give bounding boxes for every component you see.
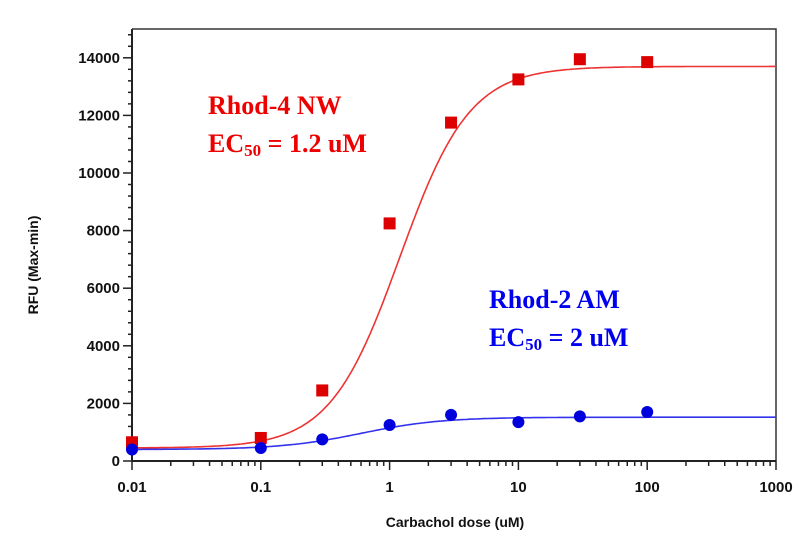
y-tick-label: 6000 [87,280,120,297]
data-point [383,217,396,230]
ec-prefix: EC [208,129,244,158]
data-point [573,410,586,423]
plot-border [132,28,777,461]
data-point [445,408,458,421]
annotation-rhod4: Rhod-4 NW EC50 = 1.2 uM [208,91,367,160]
data-point [383,419,396,431]
x-axis: 0.01 0.1 1 10 100 1000 [117,460,793,496]
data-point [512,416,525,429]
ec-value: = 2 uM [542,323,628,352]
x-tick-label: 0.1 [250,479,271,496]
data-point [254,431,267,444]
x-tick-label: 10 [510,479,527,496]
data-point [316,433,329,446]
data-point [126,443,138,456]
x-tick-label: 1000 [759,479,792,496]
data-point [641,406,654,419]
annotation-rhod4-ec50: EC50 = 1.2 uM [208,129,367,160]
y-tick-label: 12000 [78,107,120,124]
ec-value: = 1.2 uM [261,129,367,158]
y-tick-label: 4000 [87,338,120,355]
data-point [445,116,458,129]
data-point [254,442,267,455]
ec-subscript: 50 [244,141,261,160]
y-tick-label: 14000 [78,50,120,67]
x-tick-label: 0.01 [117,479,146,496]
y-axis-title: RFU (Max-min) [25,216,41,315]
y-tick-label: 0 [112,453,120,470]
x-tick-label: 1 [385,479,393,496]
x-tick-label: 100 [635,479,660,496]
data-point [512,73,525,86]
annotation-rhod2-ec50: EC50 = 2 uM [489,323,628,354]
annotation-rhod4-name: Rhod-4 NW [208,91,342,120]
y-tick-label: 10000 [78,165,120,182]
ec-subscript: 50 [525,335,542,354]
y-tick-label: 8000 [87,223,120,240]
data-point [573,53,586,66]
fit-curve [131,65,776,449]
series-layer [126,53,776,456]
annotation-rhod2-name: Rhod-2 AM [489,285,620,314]
annotation-rhod2: Rhod-2 AM EC50 = 2 uM [489,285,628,354]
data-point [641,56,654,69]
y-axis: 0 2000 4000 6000 8000 10000 12000 14000 [78,29,133,470]
data-point [316,384,329,397]
series-rhod-4-nw [126,53,776,449]
series-rhod-2-am [126,406,776,456]
y-tick-label: 2000 [87,395,120,412]
x-axis-title: Carbachol dose (uM) [386,514,524,530]
ec-prefix: EC [489,323,525,352]
plot-frame [132,28,777,461]
